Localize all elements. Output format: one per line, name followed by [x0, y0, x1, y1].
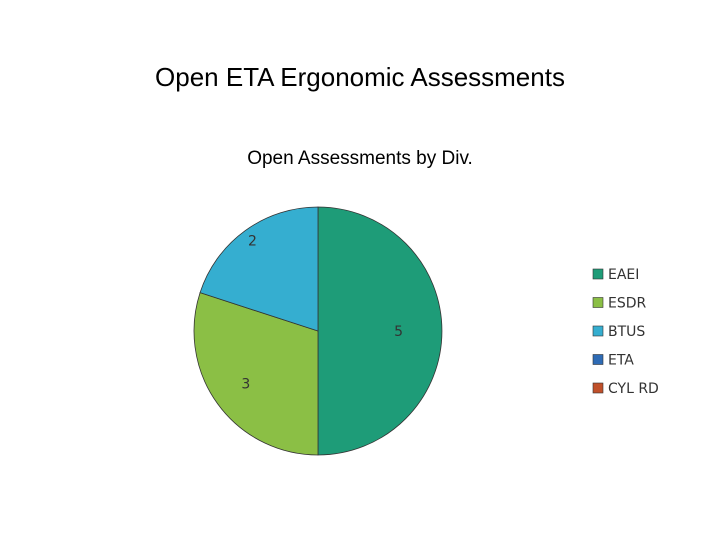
chart-title: Open Assessments by Div.	[247, 148, 473, 169]
legend-swatch-eaei	[592, 268, 604, 280]
pie-slice-btus	[199, 206, 319, 332]
legend-label-eta: ETA	[608, 353, 634, 369]
pie-slices	[193, 206, 443, 456]
legend: EAEI ESDR BTUS ETA CYL RD	[592, 267, 659, 397]
pie-slice-eaei	[317, 206, 443, 456]
data-label-btus: 2	[248, 234, 257, 250]
pie-slice-esdr	[193, 292, 319, 456]
pie-data-labels: 5 3 2	[241, 234, 403, 393]
page-title: Open ETA Ergonomic Assessments	[155, 62, 565, 92]
legend-swatch-cyl-rd	[592, 382, 604, 394]
legend-label-esdr: ESDR	[608, 296, 647, 312]
data-label-eaei: 5	[394, 324, 403, 340]
legend-swatch-eta	[592, 354, 604, 365]
legend-label-eaei: EAEI	[608, 267, 639, 283]
legend-label-btus: BTUS	[608, 324, 645, 340]
legend-label-cyl-rd: CYL RD	[608, 381, 659, 397]
data-label-esdr: 3	[241, 377, 250, 393]
legend-swatch-esdr	[592, 297, 604, 308]
legend-swatch-btus	[592, 325, 604, 337]
